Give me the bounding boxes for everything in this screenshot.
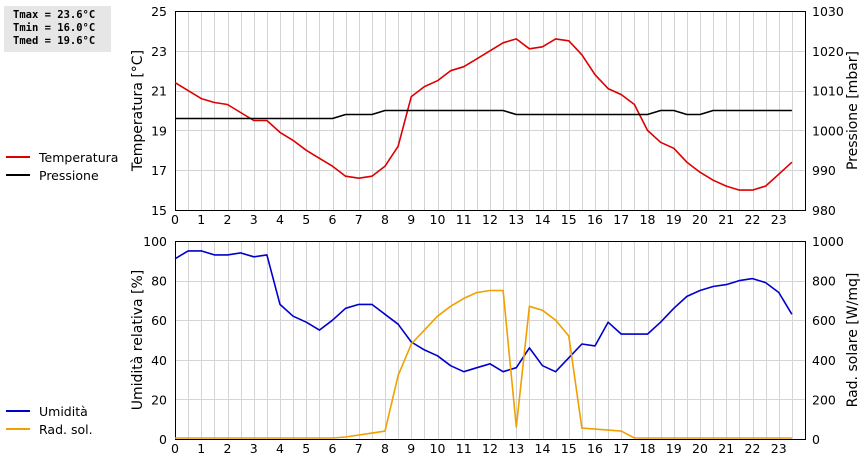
y-left-tick-label: 60	[151, 313, 167, 328]
y-left-tick-label: 100	[143, 234, 167, 249]
y-right-tick-label: 600	[812, 313, 836, 328]
y-left-tick-label: 23	[151, 44, 167, 59]
y-right-tick-label: 200	[812, 392, 836, 407]
x-tick-label: 2	[224, 441, 232, 456]
x-tick-label: 11	[456, 441, 472, 456]
x-tick-label: 17	[613, 212, 629, 227]
x-tick-label: 20	[692, 441, 708, 456]
y-left-axis-title: Temperatura [°C]	[130, 50, 146, 172]
x-tick-label: 4	[276, 212, 284, 227]
stats-box: Tmax = 23.6°C Tmin = 16.0°C Tmed = 19.6°…	[4, 6, 111, 52]
x-tick-label: 0	[171, 212, 179, 227]
x-tick-label: 19	[666, 441, 682, 456]
y-right-tick-label: 1000	[812, 234, 844, 249]
x-tick-label: 5	[302, 441, 310, 456]
x-tick-label: 13	[508, 441, 524, 456]
plot-frame	[175, 11, 806, 211]
x-tick-label: 15	[561, 441, 577, 456]
y-right-tick-label: 1020	[812, 44, 844, 59]
y-left-tick-label: 15	[151, 203, 167, 218]
x-tick-label: 18	[640, 212, 656, 227]
x-tick-label: 6	[329, 441, 337, 456]
y-left-tick-label: 25	[151, 4, 167, 19]
x-tick-label: 4	[276, 441, 284, 456]
tmed-text: Tmed = 19.6°C	[13, 35, 96, 47]
x-tick-label: 10	[430, 441, 446, 456]
legend-label: Pressione	[39, 168, 99, 183]
x-tick-label: 3	[250, 212, 258, 227]
tmin-text: Tmin = 16.0°C	[13, 22, 96, 34]
x-tick-label: 1	[197, 212, 205, 227]
y-right-tick-label: 1030	[812, 4, 844, 19]
x-tick-label: 5	[302, 212, 310, 227]
tmax-text: Tmax = 23.6°C	[13, 9, 96, 21]
x-tick-label: 7	[355, 212, 363, 227]
x-tick-label: 9	[407, 441, 415, 456]
x-tick-label: 6	[329, 212, 337, 227]
x-tick-label: 17	[613, 441, 629, 456]
x-tick-label: 15	[561, 212, 577, 227]
y-right-axis-title: Pressione [mbar]	[845, 51, 860, 170]
y-left-tick-label: 20	[151, 392, 167, 407]
x-tick-label: 8	[381, 212, 389, 227]
x-tick-label: 3	[250, 441, 258, 456]
x-tick-label: 22	[745, 212, 761, 227]
x-tick-label: 2	[224, 212, 232, 227]
x-tick-label: 21	[718, 212, 734, 227]
x-tick-label: 21	[718, 441, 734, 456]
y-left-tick-label: 17	[151, 163, 167, 178]
x-tick-label: 0	[171, 441, 179, 456]
legend-label: Umidità	[39, 404, 88, 419]
x-tick-label: 9	[407, 212, 415, 227]
x-tick-label: 13	[508, 212, 524, 227]
x-tick-label: 10	[430, 212, 446, 227]
y-left-tick-label: 40	[151, 353, 167, 368]
plot-frame	[175, 241, 806, 440]
series-line-umidita	[174, 250, 793, 373]
x-tick-label: 16	[587, 212, 603, 227]
y-right-tick-label: 1010	[812, 84, 844, 99]
x-tick-label: 11	[456, 212, 472, 227]
y-right-tick-label: 980	[812, 203, 836, 218]
x-tick-label: 12	[482, 212, 498, 227]
y-right-axis-title: Rad. solare [W/mq]	[845, 273, 860, 408]
series-line-pressione	[175, 109, 792, 120]
x-tick-label: 18	[640, 441, 656, 456]
x-tick-label: 7	[355, 441, 363, 456]
x-tick-label: 20	[692, 212, 708, 227]
x-tick-label: 14	[535, 441, 551, 456]
legend-label: Rad. sol.	[39, 422, 93, 437]
y-left-axis-title: Umidità relativa [%]	[130, 270, 146, 411]
x-tick-label: 14	[535, 212, 551, 227]
y-right-tick-label: 0	[812, 432, 820, 447]
y-left-tick-label: 80	[151, 274, 167, 289]
y-left-tick-label: 21	[151, 84, 167, 99]
y-right-tick-label: 400	[812, 353, 836, 368]
x-tick-label: 16	[587, 441, 603, 456]
y-right-tick-label: 800	[812, 274, 836, 289]
x-tick-label: 8	[381, 441, 389, 456]
y-left-tick-label: 0	[159, 432, 167, 447]
series-line-rad-sol	[175, 289, 792, 439]
x-tick-label: 23	[771, 212, 787, 227]
x-tick-label: 22	[745, 441, 761, 456]
x-tick-label: 23	[771, 441, 787, 456]
y-right-tick-label: 990	[812, 163, 836, 178]
x-tick-label: 12	[482, 441, 498, 456]
y-left-tick-label: 19	[151, 123, 167, 138]
x-tick-label: 19	[666, 212, 682, 227]
y-right-tick-label: 1000	[812, 123, 844, 138]
legend-label: Temperatura	[38, 150, 118, 165]
series-line-temperatura	[174, 38, 793, 191]
x-tick-label: 1	[197, 441, 205, 456]
